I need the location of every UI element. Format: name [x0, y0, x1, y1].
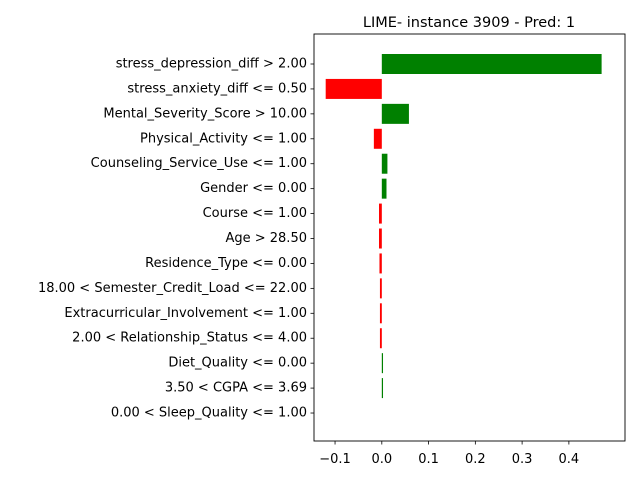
y-tick-label: Diet_Quality <= 0.00 [168, 356, 307, 371]
x-ticks: −0.1 0.0 0.1 0.2 0.3 0.4 [319, 441, 579, 467]
x-tick-label: 0.0 [371, 452, 392, 467]
bar [381, 378, 384, 399]
bar [379, 203, 382, 224]
bar [381, 178, 387, 199]
y-tick-label: Course <= 1.00 [203, 206, 307, 221]
y-tick-label: Extracurricular_Involvement <= 1.00 [64, 306, 307, 321]
bar [379, 253, 382, 274]
y-tick-label: Physical_Activity <= 1.00 [140, 131, 307, 146]
x-tick-label: 0.4 [559, 452, 580, 467]
bar [381, 353, 384, 374]
y-tick-label: Counseling_Service_Use <= 1.00 [91, 156, 307, 171]
y-tick-label: 2.00 < Relationship_Status <= 4.00 [72, 331, 307, 346]
bar [379, 278, 382, 299]
y-tick-label: stress_depression_diff > 2.00 [116, 57, 307, 72]
y-tick-label: 0.00 < Sleep_Quality <= 1.00 [111, 406, 307, 421]
x-tick-label: 0.3 [512, 452, 533, 467]
bars-layer [325, 54, 602, 399]
bar [379, 328, 382, 349]
bar [381, 54, 602, 74]
y-tick-label: 3.50 < CGPA <= 3.69 [165, 381, 307, 396]
y-tick-label: stress_anxiety_diff <= 0.50 [127, 81, 307, 96]
bar [379, 228, 382, 249]
bar [325, 78, 382, 99]
plot-frame [313, 33, 626, 442]
y-tick-label: Age > 28.50 [225, 231, 307, 246]
y-tick-labels: stress_depression_diff > 2.00 stress_anxi… [38, 57, 314, 421]
bar [381, 103, 409, 124]
chart-title: LIME- instance 3909 - Pred: 1 [363, 15, 575, 31]
y-tick-label: Residence_Type <= 0.00 [145, 256, 307, 271]
y-tick-label: 18.00 < Semester_Credit_Load <= 22.00 [38, 281, 307, 296]
x-tick-label: 0.1 [418, 452, 439, 467]
bar [379, 303, 382, 324]
y-tick-label: Gender <= 0.00 [200, 181, 307, 196]
y-tick-label: Mental_Severity_Score > 10.00 [103, 106, 307, 121]
bar [373, 128, 382, 149]
x-tick-label: −0.1 [319, 452, 351, 467]
bar [381, 153, 388, 174]
x-tick-label: 0.2 [465, 452, 486, 467]
